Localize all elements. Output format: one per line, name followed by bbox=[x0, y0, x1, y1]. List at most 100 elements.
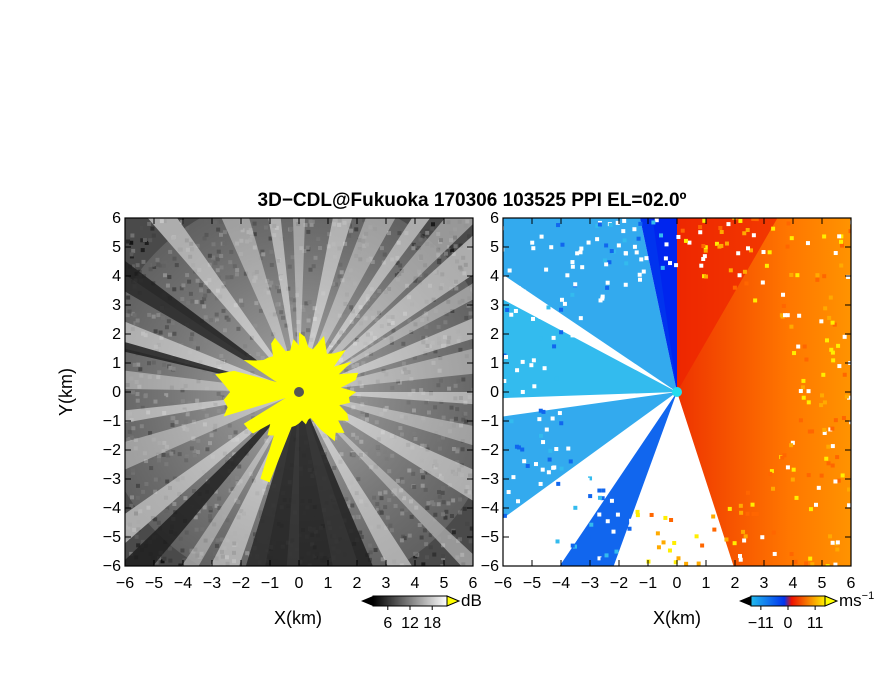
velocity-speckle-cell bbox=[676, 556, 681, 561]
velocity-speckle-cell bbox=[796, 344, 801, 349]
colorbar-tick-label: 6 bbox=[383, 615, 392, 632]
velocity-speckle-cell bbox=[828, 295, 833, 300]
velocity-speckle-cell bbox=[623, 251, 628, 256]
velocity-speckle-cell bbox=[475, 394, 479, 398]
velocity-speckle-cell bbox=[709, 563, 714, 566]
colorbar-tick-label: 18 bbox=[423, 615, 441, 632]
velocity-speckle-cell bbox=[570, 260, 575, 265]
velocity-speckle-cell bbox=[687, 240, 692, 245]
reflectivity-colorbar-unit: dB bbox=[461, 591, 482, 610]
reflectivity-speckle-cell bbox=[440, 564, 445, 566]
velocity-speckle-cell bbox=[795, 273, 800, 278]
velocity-speckle-cell bbox=[770, 550, 775, 555]
velocity-speckle-cell bbox=[658, 587, 662, 591]
velocity-speckle-cell bbox=[865, 564, 869, 568]
velocity-speckle-cell bbox=[806, 400, 811, 405]
velocity-speckle-cell bbox=[622, 218, 627, 223]
velocity-speckle-cell bbox=[828, 427, 833, 432]
velocity-speckle-cell bbox=[546, 305, 551, 310]
velocity-speckle-cell bbox=[703, 245, 708, 250]
reflectivity-colorbar: 6 12 18 dB bbox=[361, 591, 482, 632]
velocity-speckle-cell bbox=[559, 330, 564, 335]
velocity-speckle-cell bbox=[601, 168, 605, 172]
velocity-speckle-cell bbox=[489, 377, 493, 381]
x-tick-label: −2 bbox=[610, 575, 628, 592]
velocity-speckle-cell bbox=[566, 446, 571, 451]
velocity-speckle-cell bbox=[702, 254, 707, 259]
velocity-speckle-cell bbox=[867, 470, 871, 474]
velocity-speckle-cell bbox=[696, 192, 700, 196]
velocity-speckle-cell bbox=[822, 427, 827, 432]
velocity-speckle-cell bbox=[518, 555, 523, 560]
velocity-speckle-cell bbox=[771, 530, 776, 535]
velocity-speckle-cell bbox=[722, 629, 726, 633]
colorbar-left-arrow bbox=[361, 596, 373, 606]
velocity-speckle-cell bbox=[531, 246, 536, 251]
velocity-speckle-cell bbox=[597, 488, 602, 493]
velocity-speckle-cell bbox=[639, 257, 644, 262]
velocity-speckle-cell bbox=[479, 399, 483, 403]
velocity-speckle-cell bbox=[538, 433, 543, 438]
velocity-speckle-cell bbox=[550, 416, 555, 421]
velocity-speckle-cell bbox=[588, 170, 592, 174]
velocity-speckle-cell bbox=[774, 212, 778, 216]
velocity-speckle-cell bbox=[751, 511, 756, 516]
velocity-speckle-cell bbox=[741, 529, 746, 534]
reflectivity-speckle-cell bbox=[425, 230, 430, 235]
velocity-speckle-cell bbox=[559, 297, 564, 302]
velocity-speckle-cell bbox=[848, 229, 851, 234]
velocity-speckle-cell bbox=[853, 570, 857, 574]
velocity-speckle-cell bbox=[632, 227, 637, 232]
velocity-speckle-cell bbox=[546, 470, 551, 475]
velocity-speckle-cell bbox=[651, 554, 656, 559]
velocity-speckle-cell bbox=[538, 481, 543, 486]
velocity-speckle-cell bbox=[808, 556, 813, 561]
velocity-speckle-cell bbox=[806, 473, 811, 478]
velocity-speckle-cell bbox=[704, 529, 709, 534]
velocity-speckle-cell bbox=[560, 242, 565, 247]
reflectivity-speckle-cell bbox=[428, 545, 433, 550]
velocity-speckle-cell bbox=[663, 515, 668, 520]
velocity-speckle-cell bbox=[783, 174, 787, 178]
velocity-speckle-cell bbox=[738, 503, 743, 508]
velocity-speckle-cell bbox=[636, 236, 641, 241]
velocity-speckle-cell bbox=[772, 189, 776, 193]
velocity-speckle-cell bbox=[515, 368, 520, 373]
y-tick-label: 4 bbox=[490, 268, 499, 285]
velocity-speckle-cell bbox=[683, 238, 688, 243]
velocity-speckle-cell bbox=[703, 183, 707, 187]
velocity-speckle-cell bbox=[551, 489, 556, 494]
velocity-speckle-cell bbox=[806, 389, 811, 394]
velocity-speckle-cell bbox=[566, 322, 571, 327]
velocity-speckle-cell bbox=[703, 248, 708, 253]
velocity-speckle-cell bbox=[801, 378, 806, 383]
velocity-speckle-cell bbox=[824, 456, 829, 461]
velocity-speckle-cell bbox=[711, 514, 716, 519]
velocity-speckle-cell bbox=[714, 584, 718, 588]
velocity-speckle-cell bbox=[627, 603, 631, 607]
velocity-speckle-cell bbox=[537, 417, 542, 422]
velocity-speckle-cell bbox=[506, 388, 511, 393]
reflectivity-speckle-cell bbox=[142, 238, 147, 243]
velocity-speckle-cell bbox=[752, 208, 756, 212]
velocity-speckle-cell bbox=[509, 392, 514, 397]
velocity-speckle-cell bbox=[588, 476, 593, 481]
reflectivity-speckle-cell bbox=[462, 506, 467, 511]
velocity-speckle-cell bbox=[544, 267, 549, 272]
velocity-speckle-cell bbox=[810, 429, 815, 434]
velocity-speckle-cell bbox=[777, 620, 781, 624]
velocity-speckle-cell bbox=[865, 471, 869, 475]
velocity-speckle-cell bbox=[597, 626, 601, 630]
velocity-speckle-cell bbox=[839, 243, 844, 248]
velocity-speckle-cell bbox=[875, 494, 879, 498]
velocity-speckle-cell bbox=[520, 389, 525, 394]
velocity-speckle-cell bbox=[665, 163, 669, 167]
velocity-speckle-cell bbox=[567, 607, 571, 611]
x-tick-label: 5 bbox=[818, 575, 827, 592]
velocity-speckle-cell bbox=[822, 400, 827, 405]
y-tick-label: −6 bbox=[103, 558, 121, 575]
velocity-speckle-cell bbox=[664, 534, 669, 539]
velocity-speckle-cell bbox=[794, 495, 799, 500]
velocity-speckle-cell bbox=[819, 319, 824, 324]
reflectivity-field bbox=[125, 218, 473, 566]
